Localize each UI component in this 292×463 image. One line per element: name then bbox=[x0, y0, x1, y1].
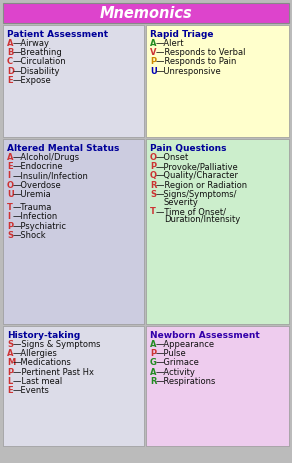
Text: —Airway: —Airway bbox=[13, 39, 50, 48]
Text: O: O bbox=[150, 153, 157, 162]
Text: —Last meal: —Last meal bbox=[13, 377, 62, 386]
Text: Q: Q bbox=[150, 171, 157, 181]
FancyBboxPatch shape bbox=[3, 25, 144, 137]
Text: P: P bbox=[7, 221, 13, 231]
Text: —Breathing: —Breathing bbox=[13, 48, 63, 57]
Text: E: E bbox=[7, 162, 13, 171]
FancyBboxPatch shape bbox=[3, 326, 144, 446]
Text: —Uremia: —Uremia bbox=[13, 190, 52, 199]
Text: —Signs & Symptoms: —Signs & Symptoms bbox=[13, 340, 100, 349]
Text: Newborn Assessment: Newborn Assessment bbox=[150, 331, 260, 340]
Text: —Quality/Character: —Quality/Character bbox=[156, 171, 239, 181]
Text: —Psychiatric: —Psychiatric bbox=[13, 221, 67, 231]
Text: E: E bbox=[7, 386, 13, 395]
Text: L: L bbox=[7, 377, 12, 386]
Text: D: D bbox=[7, 67, 14, 75]
Text: —Expose: —Expose bbox=[13, 76, 52, 85]
Text: V: V bbox=[150, 48, 157, 57]
Text: —Onset: —Onset bbox=[156, 153, 189, 162]
Text: History-taking: History-taking bbox=[7, 331, 80, 340]
Text: Patient Assessment: Patient Assessment bbox=[7, 30, 108, 39]
Text: —Activity: —Activity bbox=[156, 368, 196, 376]
Text: Rapid Triage: Rapid Triage bbox=[150, 30, 213, 39]
Text: P: P bbox=[150, 162, 156, 171]
Text: —Endocrine: —Endocrine bbox=[13, 162, 64, 171]
Text: —Overdose: —Overdose bbox=[13, 181, 62, 190]
Text: Severity: Severity bbox=[164, 198, 199, 207]
Text: A: A bbox=[150, 340, 157, 349]
Text: Duration/Intensity: Duration/Intensity bbox=[164, 215, 240, 224]
Text: —Alert: —Alert bbox=[156, 39, 185, 48]
Text: —Signs/Symptoms/: —Signs/Symptoms/ bbox=[156, 190, 237, 199]
Text: I: I bbox=[7, 213, 10, 221]
Text: —Responds to Pain: —Responds to Pain bbox=[156, 57, 237, 66]
Text: G: G bbox=[150, 358, 157, 368]
Text: A: A bbox=[7, 39, 13, 48]
Text: A: A bbox=[7, 349, 13, 358]
FancyBboxPatch shape bbox=[3, 3, 289, 23]
FancyBboxPatch shape bbox=[146, 139, 289, 324]
Text: B: B bbox=[7, 48, 13, 57]
Text: —Events: —Events bbox=[13, 386, 50, 395]
Text: —Provoke/Palliative: —Provoke/Palliative bbox=[156, 162, 239, 171]
Text: —Responds to Verbal: —Responds to Verbal bbox=[156, 48, 246, 57]
Text: C: C bbox=[7, 57, 13, 66]
Text: Altered Mental Status: Altered Mental Status bbox=[7, 144, 119, 153]
Text: —Region or Radiation: —Region or Radiation bbox=[156, 181, 247, 190]
Text: P: P bbox=[7, 368, 13, 376]
Text: —Shock: —Shock bbox=[13, 231, 47, 240]
Text: S: S bbox=[150, 190, 156, 199]
Text: A: A bbox=[150, 39, 157, 48]
FancyBboxPatch shape bbox=[146, 326, 289, 446]
Text: —Insulin/Infection: —Insulin/Infection bbox=[13, 171, 89, 181]
Text: —Trauma: —Trauma bbox=[13, 203, 52, 212]
Text: —Disability: —Disability bbox=[13, 67, 60, 75]
Text: —Appearance: —Appearance bbox=[156, 340, 215, 349]
Text: R: R bbox=[150, 377, 157, 386]
Text: M: M bbox=[7, 358, 15, 368]
Text: T: T bbox=[150, 207, 156, 216]
Text: —Pulse: —Pulse bbox=[156, 349, 187, 358]
Text: A: A bbox=[7, 153, 13, 162]
Text: O: O bbox=[7, 181, 14, 190]
Text: —Circulation: —Circulation bbox=[13, 57, 67, 66]
Text: U: U bbox=[150, 67, 157, 75]
Text: P: P bbox=[150, 349, 156, 358]
Text: —Time of Onset/: —Time of Onset/ bbox=[156, 207, 226, 216]
Text: S: S bbox=[7, 340, 13, 349]
Text: —Alcohol/Drugs: —Alcohol/Drugs bbox=[13, 153, 80, 162]
Text: —Pertinent Past Hx: —Pertinent Past Hx bbox=[13, 368, 94, 376]
Text: R: R bbox=[150, 181, 157, 190]
Text: T: T bbox=[7, 203, 13, 212]
Text: P: P bbox=[150, 57, 156, 66]
FancyBboxPatch shape bbox=[3, 139, 144, 324]
Text: —Respirations: —Respirations bbox=[156, 377, 216, 386]
Text: —Unresponsive: —Unresponsive bbox=[156, 67, 222, 75]
Text: Pain Questions: Pain Questions bbox=[150, 144, 227, 153]
Text: E: E bbox=[7, 76, 13, 85]
Text: —Medications: —Medications bbox=[13, 358, 72, 368]
Text: —Allergies: —Allergies bbox=[13, 349, 58, 358]
Text: —Infection: —Infection bbox=[13, 213, 58, 221]
Text: —Grimace: —Grimace bbox=[156, 358, 200, 368]
Text: S: S bbox=[7, 231, 13, 240]
Text: A: A bbox=[150, 368, 157, 376]
Text: Mnemonics: Mnemonics bbox=[100, 6, 192, 20]
Text: U: U bbox=[7, 190, 14, 199]
Text: I: I bbox=[7, 171, 10, 181]
FancyBboxPatch shape bbox=[146, 25, 289, 137]
